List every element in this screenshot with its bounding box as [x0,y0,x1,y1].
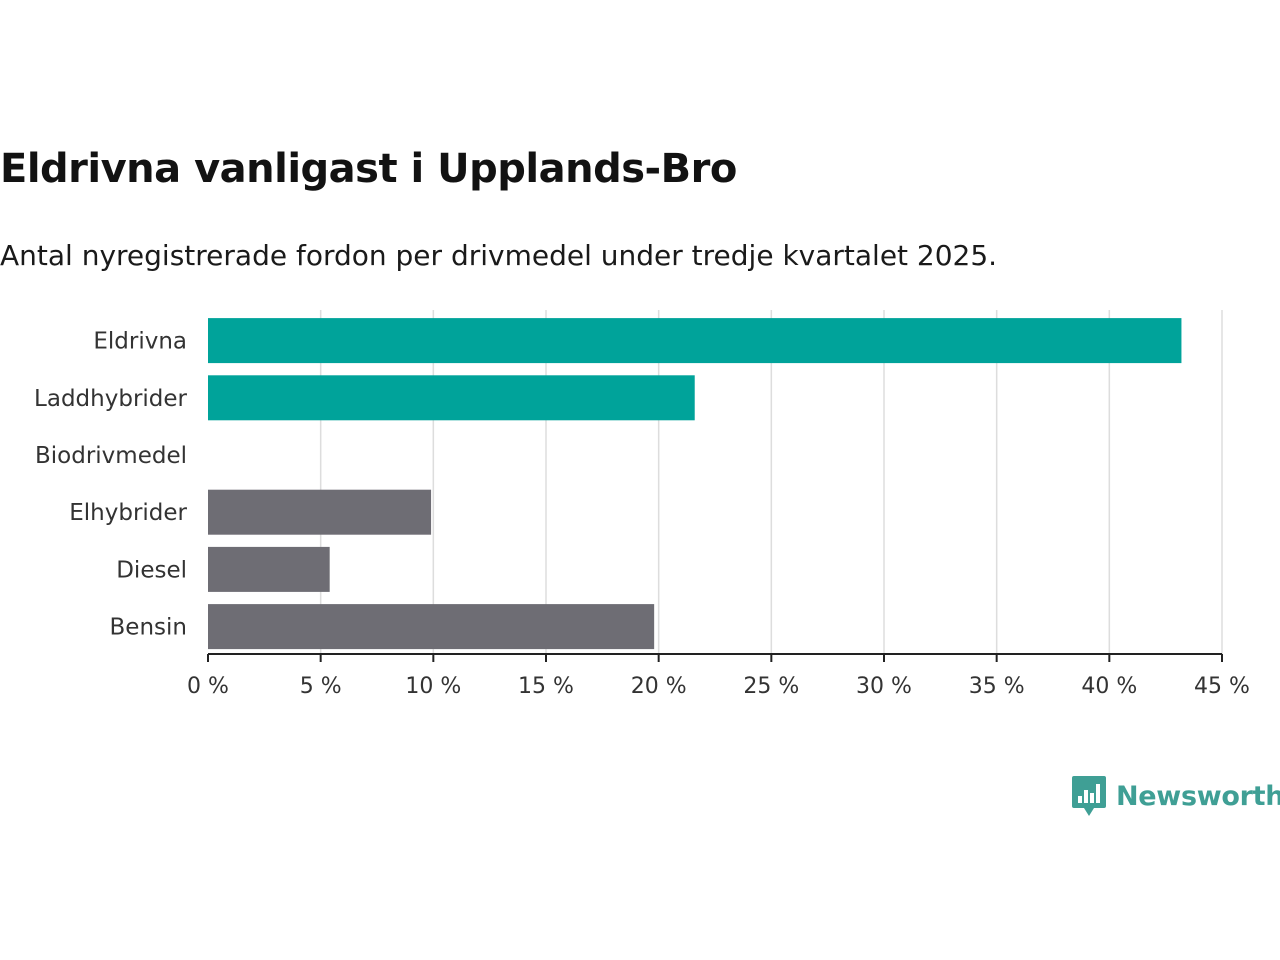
category-label: Eldrivna [93,329,187,355]
bar-chart: Eldrivna Laddhybrider Biodrivmedel Elhybrid… [34,310,1250,699]
bar-bensin [208,604,655,650]
x-tick-label: 10 % [405,674,461,699]
x-tick-label: 15 % [518,674,574,699]
grid-lines [319,310,1223,654]
brand-name: Newsworthy [1116,780,1280,812]
x-tick-label: 30 % [856,674,912,699]
chart-title: Eldrivna vanligast i Upplands-Bro [0,146,737,192]
category-label: Biodrivmedel [35,443,187,469]
x-tick-label: 40 % [1081,674,1137,699]
x-tick-label: 20 % [631,674,687,699]
x-axis: 0 % 5 % 10 % 15 % 20 % 25 % 30 % 35 % 40 % 45 % [187,653,1250,699]
newsworthy-logo: Newsworthy [1072,776,1280,816]
bar-chart-speech-bubble-icon [1072,776,1106,816]
bars [208,318,1182,650]
category-label: Elhybrider [69,500,187,526]
x-tick-label: 5 % [300,674,342,699]
x-tick-label: 45 % [1194,674,1250,699]
x-tick-label: 0 % [187,674,229,699]
bar-eldrivna [208,318,1182,364]
bar-elhybrider [208,489,432,535]
x-tick-label: 35 % [969,674,1025,699]
bar-laddhybrider [208,375,695,421]
category-label: Laddhybrider [34,386,187,412]
bar-diesel [208,546,330,592]
x-tick-label: 25 % [743,674,799,699]
category-labels: Eldrivna Laddhybrider Biodrivmedel Elhybrid… [34,329,187,641]
category-label: Bensin [110,615,187,641]
category-label: Diesel [116,557,187,583]
chart-subtitle: Antal nyregistrerade fordon per drivmede… [0,239,998,272]
